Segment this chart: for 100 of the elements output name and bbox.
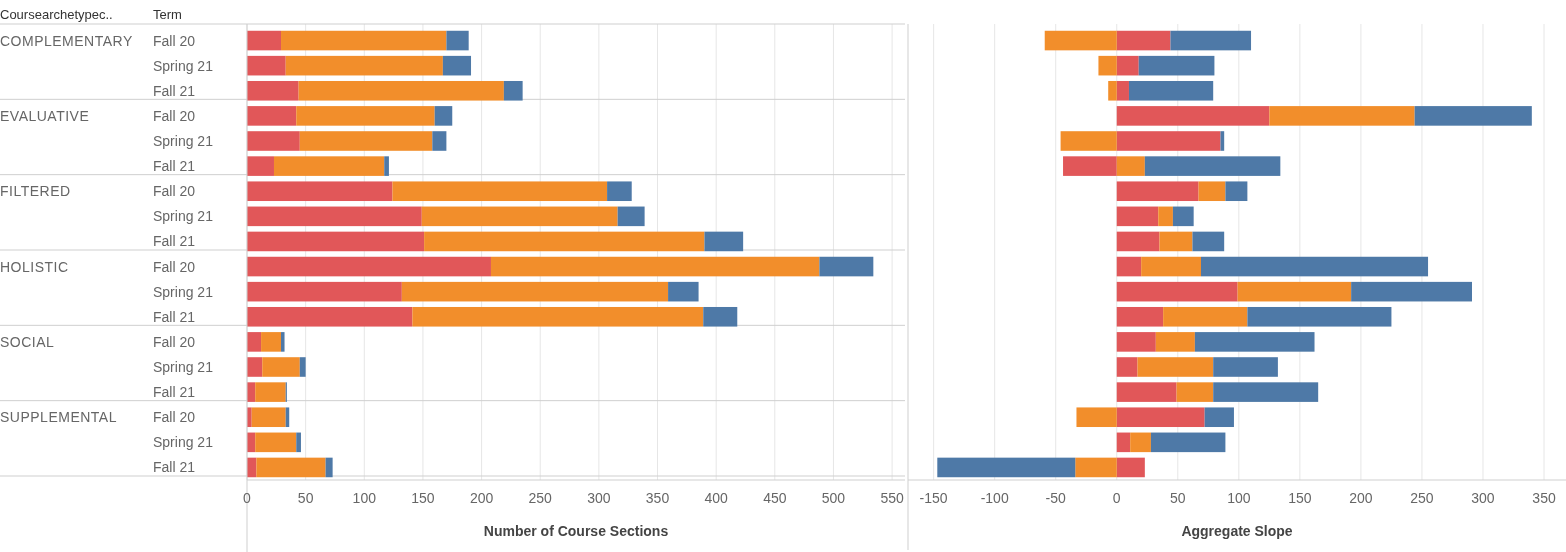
text: FILTERED — [0, 183, 71, 200]
x-tick-label: -100 — [980, 490, 1009, 506]
y-tick-label: Fall 21 — [153, 384, 196, 401]
bar — [296, 432, 301, 453]
x-tick-label: 150 — [1288, 490, 1312, 506]
bar — [937, 457, 1076, 478]
bar — [1198, 181, 1226, 202]
bar — [1269, 106, 1415, 126]
bar — [1116, 156, 1145, 176]
x-tick-label: 150 — [411, 490, 435, 506]
text: SOCIAL — [0, 333, 55, 350]
x-tick-label: 50 — [1170, 490, 1186, 506]
bar — [1213, 357, 1278, 377]
bar — [247, 281, 402, 302]
bar — [1200, 256, 1429, 277]
bar — [1172, 206, 1194, 227]
bar — [1144, 156, 1281, 176]
bar — [432, 131, 447, 151]
x-tick-label: 250 — [1410, 490, 1434, 506]
bar — [424, 231, 705, 252]
bar — [1194, 332, 1315, 352]
bar — [1116, 30, 1171, 51]
x-tick-label: 350 — [1532, 490, 1556, 506]
bar — [247, 80, 299, 101]
bar — [1116, 407, 1205, 428]
x-tick-label: 300 — [1471, 490, 1495, 506]
bar — [273, 156, 385, 176]
x-tick-label: 0 — [1112, 490, 1121, 506]
bar — [1155, 332, 1195, 352]
bar — [1130, 432, 1151, 453]
x-axis-title: Number of Course Sections — [483, 523, 669, 539]
bar — [298, 80, 504, 101]
bar — [251, 407, 286, 428]
text: Coursearchetypec.. — [0, 7, 113, 22]
bar — [247, 30, 282, 51]
bar — [299, 131, 433, 151]
bar — [296, 106, 435, 126]
bar — [247, 332, 262, 352]
bar — [1063, 156, 1117, 176]
x-axis-title: Aggregate Slope — [1181, 523, 1293, 539]
bar — [1176, 382, 1214, 402]
bar — [1116, 256, 1142, 277]
bar — [1116, 131, 1221, 151]
bar — [1414, 106, 1532, 126]
x-tick-label: 50 — [297, 490, 314, 506]
x-tick-label: 100 — [1227, 490, 1251, 506]
bar — [255, 382, 286, 402]
x-tick-label: -150 — [919, 490, 948, 506]
bar — [1150, 432, 1226, 453]
y-tick-label: Fall 20 — [153, 107, 196, 124]
y-tick-label: Fall 20 — [153, 183, 196, 200]
bar — [1116, 457, 1145, 478]
bar — [384, 156, 389, 176]
bar — [1141, 256, 1201, 277]
bar — [256, 457, 326, 478]
bar — [1044, 30, 1117, 51]
bar — [247, 206, 422, 227]
y-tick-label: Fall 21 — [153, 308, 196, 325]
y-tick-label: Spring 21 — [153, 283, 214, 300]
text: EVALUATIVE — [0, 107, 90, 124]
text: HOLISTIC — [0, 258, 69, 275]
bar — [401, 281, 669, 302]
bar — [1204, 407, 1234, 428]
bar — [299, 357, 306, 377]
bar — [819, 256, 874, 277]
bar — [247, 55, 286, 76]
bar — [1158, 206, 1173, 227]
bar — [285, 55, 443, 76]
bar — [1247, 306, 1392, 327]
x-tick-label: 100 — [352, 490, 377, 506]
bar — [1213, 382, 1319, 402]
bar — [281, 30, 447, 51]
x-tick-label: 250 — [528, 490, 553, 506]
bar — [262, 357, 300, 377]
y-tick-label: Fall 21 — [153, 233, 196, 250]
y-tick-label: Fall 21 — [153, 82, 196, 99]
bar — [1060, 131, 1117, 151]
bar — [255, 432, 297, 453]
y-tick-label: Spring 21 — [153, 434, 214, 451]
bar — [247, 106, 297, 126]
bar — [1116, 80, 1129, 101]
bar — [703, 306, 738, 327]
bar — [1116, 332, 1156, 352]
bar — [247, 131, 300, 151]
bar — [607, 181, 632, 202]
bar — [668, 281, 699, 302]
x-tick-label: 450 — [763, 490, 787, 506]
bar — [1163, 306, 1248, 327]
bar — [1116, 281, 1238, 302]
y-tick-label: Spring 21 — [153, 133, 214, 149]
text: Term — [153, 7, 182, 22]
y-tick-label: Spring 21 — [153, 208, 214, 225]
y-tick-label: Fall 20 — [153, 32, 196, 49]
y-tick-label: Fall 21 — [153, 158, 196, 175]
bar — [412, 306, 704, 327]
bar — [1116, 306, 1164, 327]
bar — [503, 80, 523, 101]
bar — [247, 306, 413, 327]
bar — [247, 231, 425, 252]
x-tick-label: 300 — [587, 490, 611, 506]
